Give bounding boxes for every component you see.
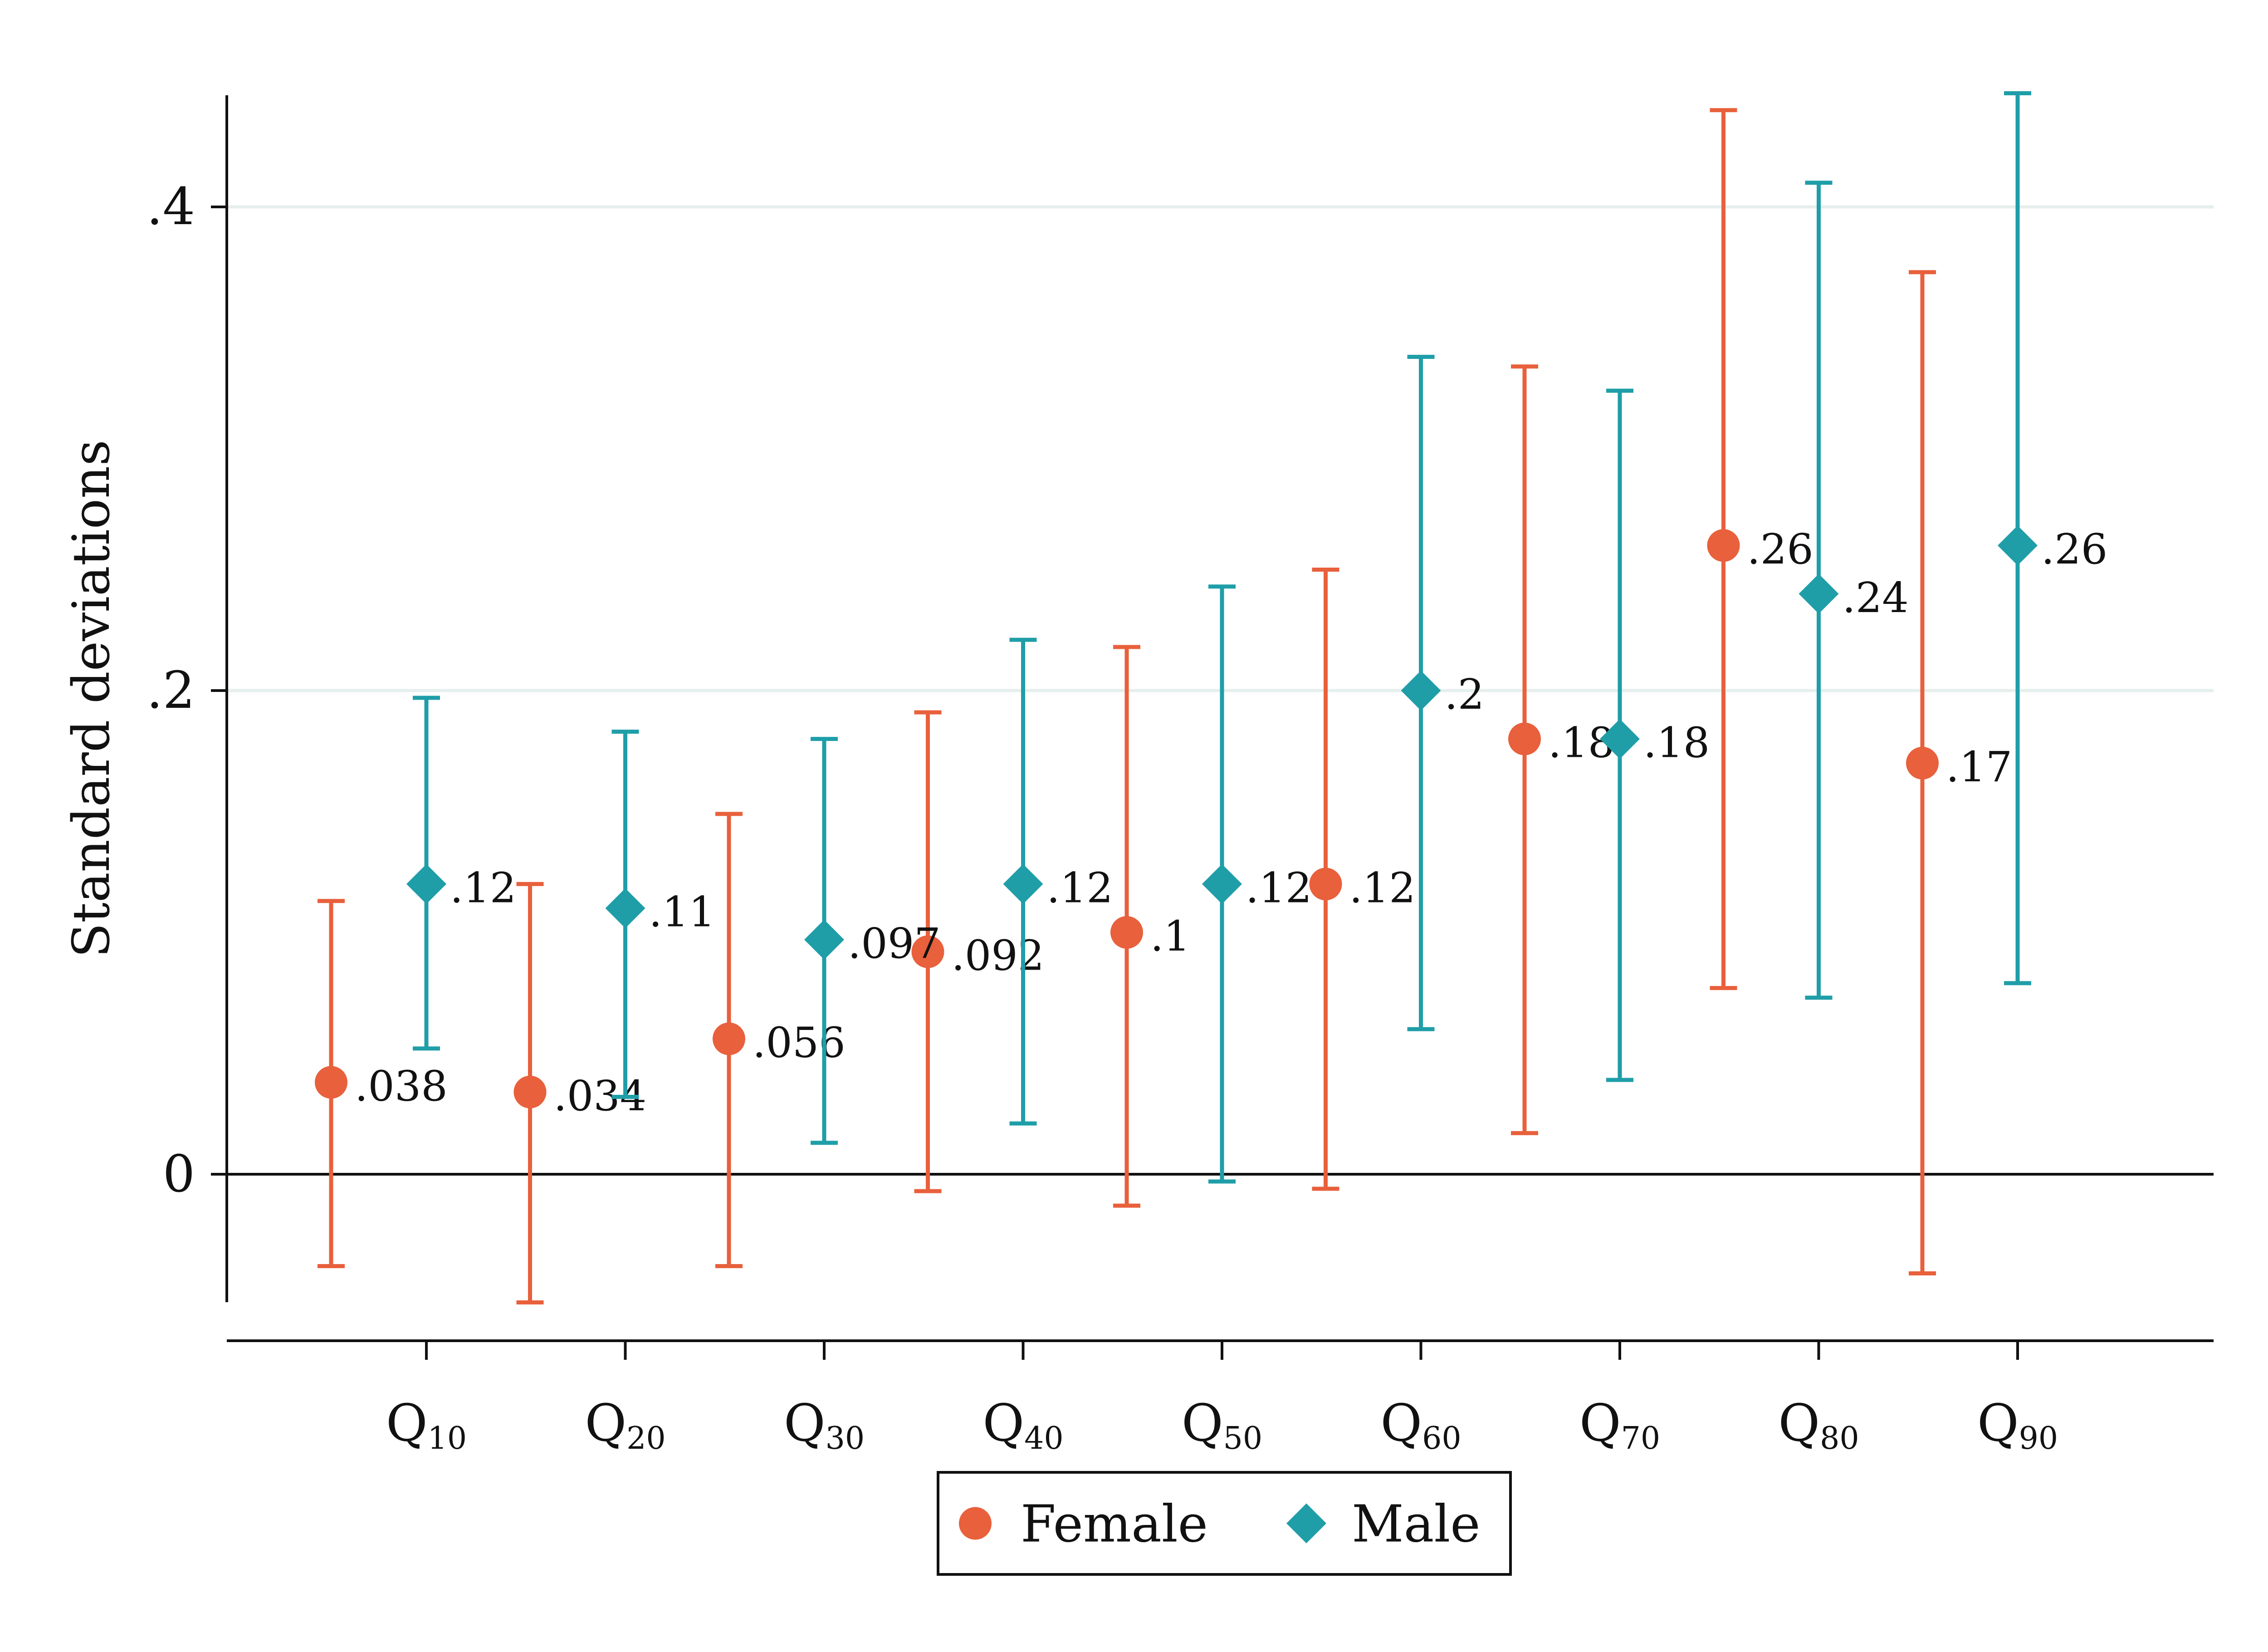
y-tick-label-2: .4: [147, 177, 195, 236]
x-tick-label-4: Q50: [1182, 1394, 1262, 1456]
y-tick-label-0: 0: [163, 1145, 195, 1204]
x-tick-label-8: Q90: [1977, 1394, 2058, 1456]
y-axis-title: Standard deviations: [62, 440, 121, 958]
female-point-0: [315, 1066, 347, 1099]
female-point-6: [1508, 722, 1541, 755]
x-tick-label-3: Q40: [982, 1394, 1063, 1456]
male-point-6: [1600, 719, 1640, 759]
female-data-label-2: .056: [753, 1019, 846, 1067]
male-data-label-8: .26: [2041, 525, 2107, 574]
male-data-label-5: .2: [1445, 670, 1485, 719]
female-point-2: [713, 1022, 745, 1055]
male-data-label-2: .097: [848, 919, 941, 968]
female-point-3: [911, 935, 944, 968]
female-point-7: [1707, 529, 1740, 562]
legend-box: [937, 1471, 1512, 1576]
female-data-label-5: .12: [1349, 863, 1416, 912]
x-tick-label-5: Q60: [1380, 1394, 1461, 1456]
male-point-3: [1003, 864, 1043, 904]
male-data-label-0: .12: [450, 863, 516, 912]
male-data-label-6: .18: [1643, 719, 1710, 767]
male-point-8: [1998, 525, 2038, 566]
female-data-label-6: .18: [1548, 719, 1614, 767]
male-point-0: [406, 864, 446, 904]
x-tick-label-0: Q10: [386, 1394, 467, 1456]
female-data-label-8: .17: [1946, 743, 2012, 791]
male-point-7: [1799, 574, 1839, 614]
female-data-label-3: .092: [952, 931, 1045, 980]
female-data-label-7: .26: [1747, 525, 1813, 574]
x-tick-label-1: Q20: [585, 1394, 665, 1456]
male-point-2: [804, 919, 844, 960]
male-data-label-1: .11: [649, 888, 715, 936]
male-point-4: [1202, 864, 1242, 904]
female-point-8: [1906, 746, 1939, 779]
female-point-4: [1110, 916, 1143, 949]
legend-label-male: Male: [1352, 1495, 1481, 1554]
legend-marker-female: [959, 1507, 992, 1540]
male-data-label-4: .12: [1246, 863, 1312, 912]
female-data-label-0: .038: [355, 1062, 448, 1110]
female-data-label-4: .1: [1150, 912, 1190, 961]
y-tick-label-1: .2: [147, 661, 195, 720]
male-data-label-3: .12: [1047, 863, 1113, 912]
x-tick-label-7: Q80: [1778, 1394, 1859, 1456]
male-data-label-7: .24: [1843, 574, 1909, 622]
legend-label-female: Female: [1021, 1495, 1208, 1554]
female-point-1: [513, 1075, 547, 1108]
x-tick-label-2: Q30: [784, 1394, 865, 1456]
x-tick-label-6: Q70: [1579, 1394, 1660, 1456]
male-point-1: [605, 888, 645, 928]
male-point-5: [1401, 671, 1441, 711]
female-point-5: [1309, 868, 1342, 901]
legend-marker-male: [1286, 1503, 1326, 1544]
